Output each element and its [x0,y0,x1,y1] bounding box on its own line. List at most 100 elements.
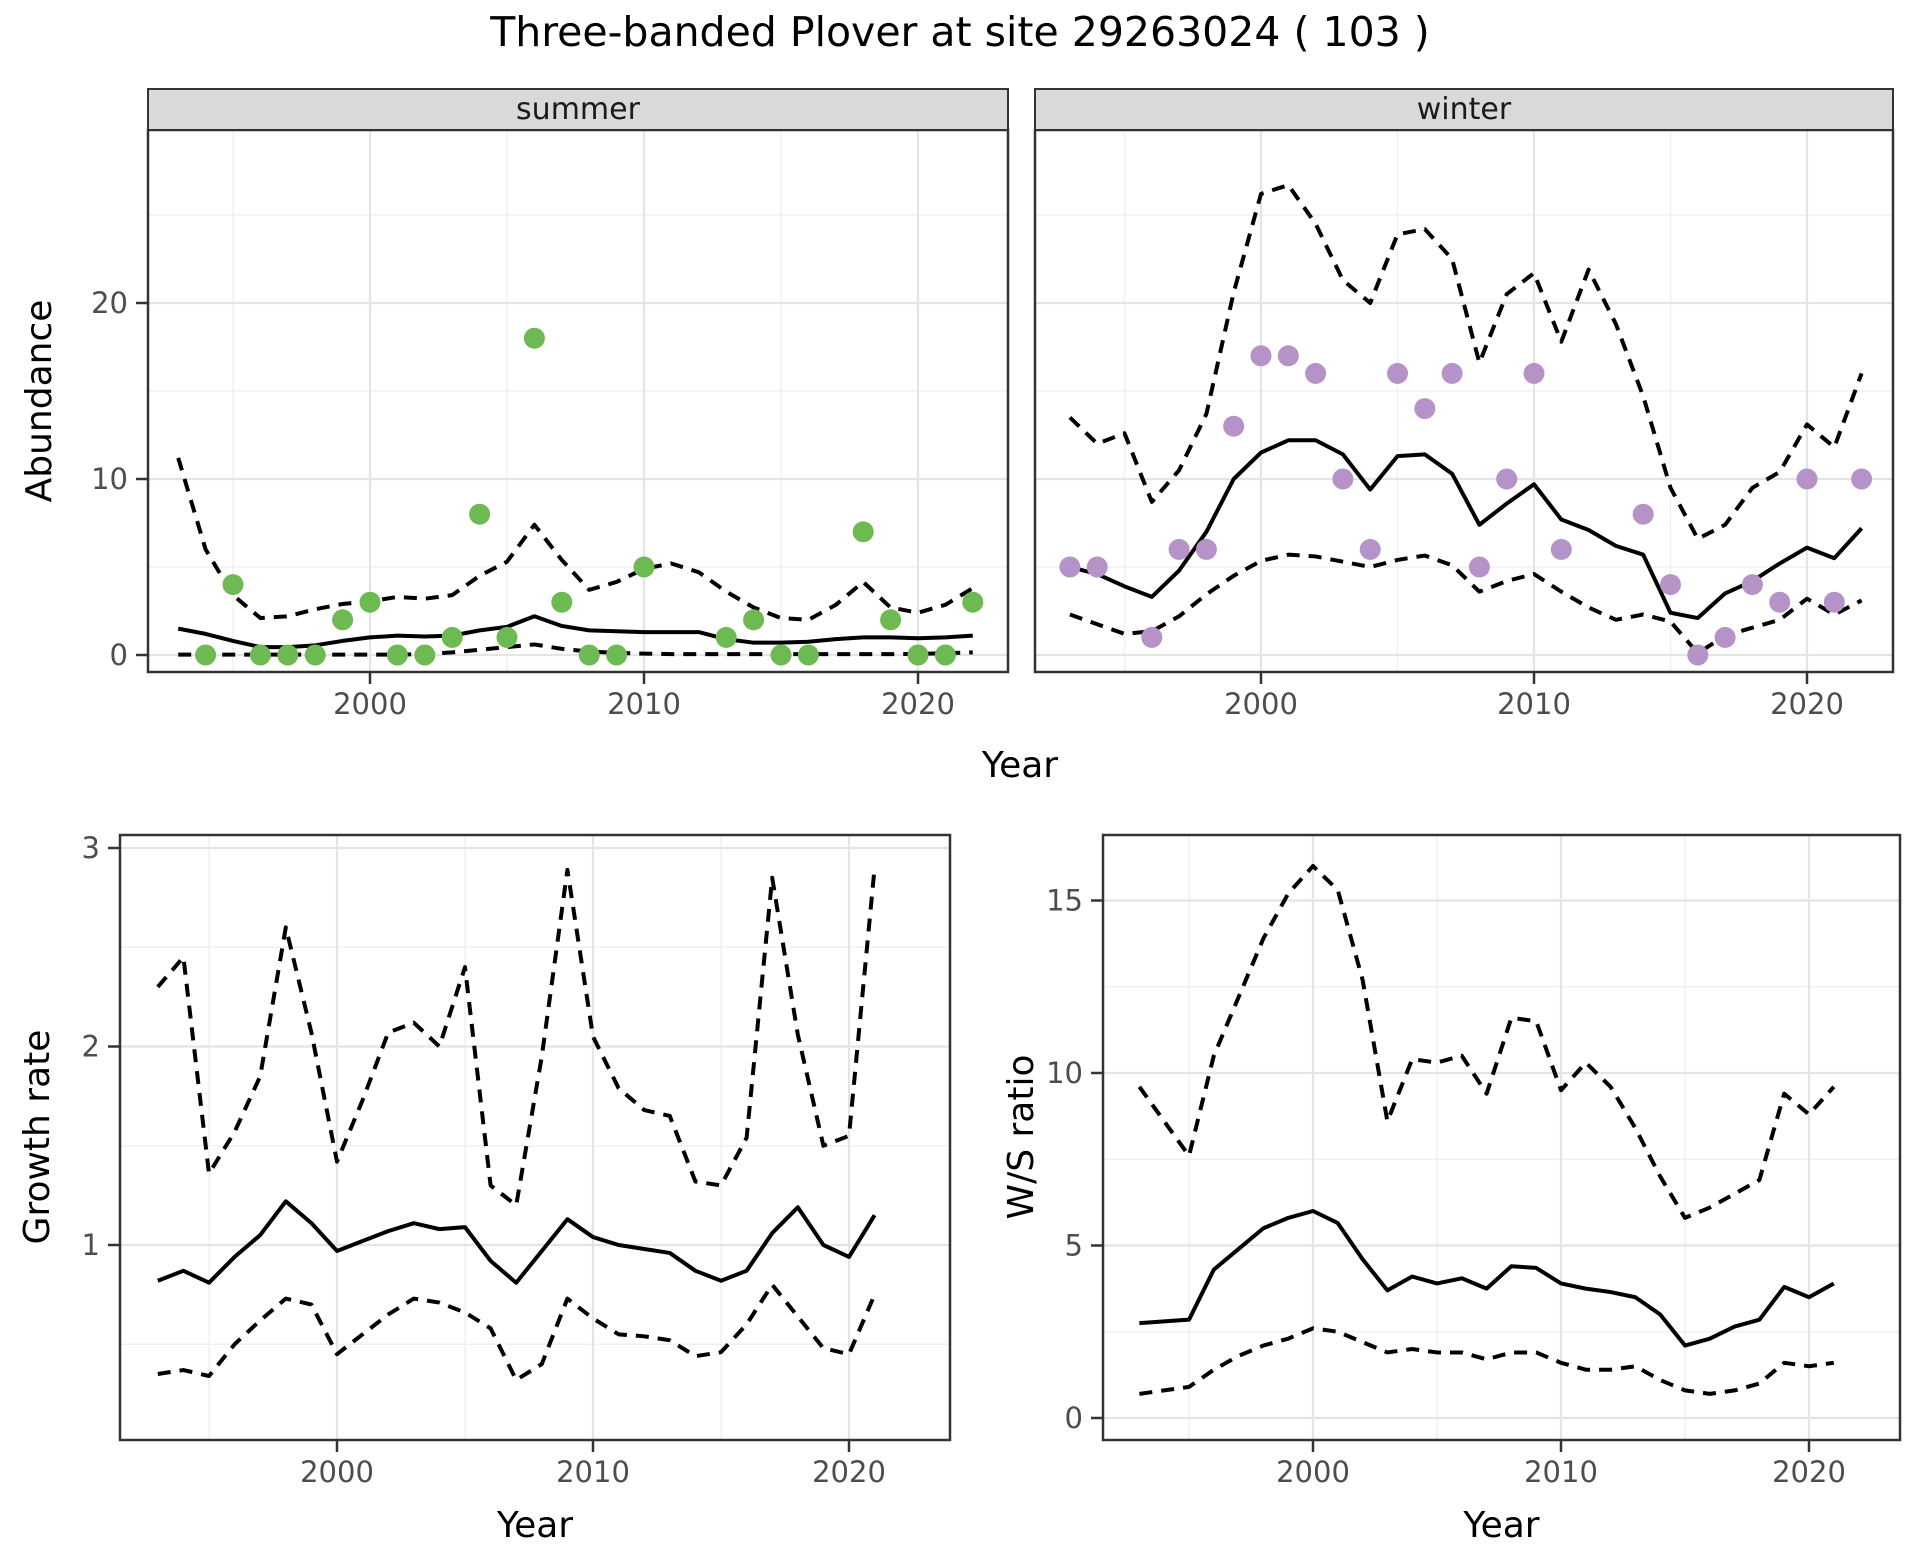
ws-y-tick-label: 0 [1065,1401,1083,1435]
summer-data-point [797,644,819,666]
summer-data-point [880,609,902,631]
winter-data-point [1660,574,1681,596]
winter-data-point [1223,415,1245,437]
winter-data-point [1305,362,1327,384]
growth-y-tick-label: 2 [82,1030,100,1064]
summer-panel-background [148,130,1008,672]
growth-median-estimate-line [157,1199,877,1285]
growth-x-tick-label: 2010 [556,1455,630,1489]
winter-data-point [1823,591,1845,613]
summer-data-point [222,574,244,596]
facet-strip-winter: winter [1034,88,1894,131]
summer-data-point [249,644,271,666]
winter-data-point [1632,503,1654,525]
summer-data-point [441,626,463,648]
ws-upper-ci-line [1137,864,1836,1220]
winter-data-point [1796,468,1818,490]
summer-data-point [359,591,381,613]
winter-data-point [1195,538,1217,560]
growth-x-tick-label: 2000 [300,1455,374,1489]
winter-data-point [1277,345,1299,367]
ws-panel-background [1103,835,1900,1440]
summer-data-point [551,591,573,613]
summer-data-point [606,644,628,666]
growth-panel-background [120,835,950,1440]
summer-y-tick-label: 10 [91,462,128,496]
summer-data-point [770,644,792,666]
ws-y-tick-label: 5 [1065,1229,1083,1263]
summer-x-tick-label: 2000 [333,687,407,721]
winter-data-point [1414,398,1436,420]
growth-upper-ci-line [156,867,877,1208]
winter-data-point [1714,626,1736,648]
winter-data-point [1250,345,1272,367]
ws-y-tick-label: 10 [1046,1056,1083,1090]
x-axis-title-top: Year [981,745,1059,786]
plot-title: Three-banded Plover at site 29263024 ( 1… [490,8,1430,56]
summer-data-point [195,644,217,666]
winter-data-point [1059,556,1081,578]
winter-data-point [1332,468,1354,490]
summer-data-point [743,609,765,631]
growth-y-tick-label: 3 [82,831,100,865]
y-axis-title-abundance: Abundance [19,299,60,503]
growth-lower-ci-line [157,1282,877,1382]
summer-data-point [414,644,436,666]
winter-upper-ci-line [1068,183,1864,541]
ws-x-tick-label: 2000 [1276,1455,1350,1489]
winter-data-point [1496,468,1518,490]
facet-strip-summer-label: summer [516,92,640,127]
summer-data-point [332,609,354,631]
winter-data-point [1769,591,1791,613]
winter-data-point [1141,626,1163,648]
x-axis-title-growth: Year [496,1505,574,1546]
winter-data-point [1387,362,1408,384]
winter-data-point [1550,538,1572,560]
facet-strip-summer: summer [147,88,1009,131]
winter-x-tick-label: 2000 [1224,687,1298,721]
winter-data-point [1441,362,1463,384]
summer-data-point [633,556,655,578]
summer-x-tick-label: 2010 [607,687,681,721]
x-axis-title-ws: Year [1463,1505,1540,1546]
y-axis-title-growth-rate: Growth rate [17,1029,58,1245]
summer-data-point [304,644,326,666]
summer-data-point [578,644,600,666]
summer-y-tick-label: 20 [91,286,128,320]
growth-x-tick-label: 2020 [812,1455,886,1489]
ws-x-tick-label: 2020 [1772,1455,1846,1489]
summer-data-point [386,644,408,666]
winter-data-point [1086,556,1108,578]
summer-upper-ci-line [176,457,974,622]
ws-x-tick-label: 2010 [1524,1455,1598,1489]
winter-x-tick-label: 2020 [1770,687,1844,721]
winter-data-point [1851,468,1873,490]
summer-data-point [852,521,874,543]
winter-data-point [1523,362,1545,384]
winter-data-point [1687,644,1709,666]
summer-x-tick-label: 2020 [881,687,955,721]
ws-panel-border [1101,833,1902,1442]
summer-data-point [934,644,956,666]
winter-data-point [1468,556,1490,578]
growth-y-tick-label: 1 [82,1228,100,1262]
summer-data-point [523,327,545,349]
winter-x-tick-label: 2010 [1497,687,1571,721]
growth-panel-border [118,833,952,1442]
winter-data-point [1168,538,1190,560]
ws-y-tick-label: 15 [1046,884,1083,918]
summer-data-point [907,644,929,666]
summer-data-point [277,644,299,666]
summer-data-point [469,503,491,525]
winter-median-estimate-line [1069,438,1864,621]
summer-y-tick-label: 0 [110,638,128,672]
facet-strip-winter-label: winter [1416,92,1512,127]
winter-data-point [1741,574,1763,596]
ws-median-estimate-line [1139,1209,1835,1348]
summer-data-point [715,626,737,648]
winter-data-point [1359,538,1381,560]
summer-data-point [496,626,518,648]
y-axis-title-ws-ratio: W/S ratio [1001,1054,1042,1220]
